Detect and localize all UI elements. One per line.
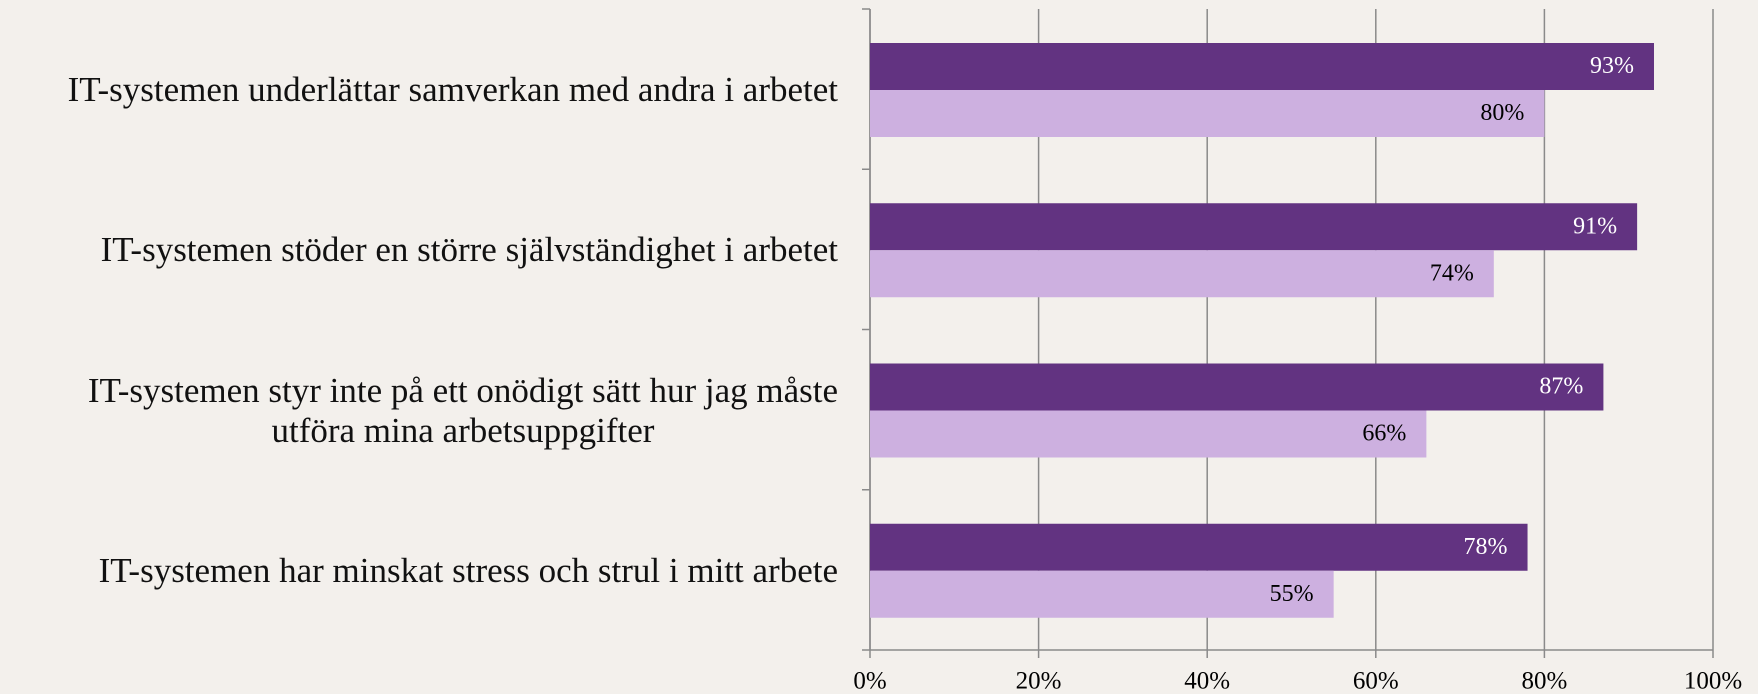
bar: [870, 250, 1494, 298]
value-label: 87%: [1539, 374, 1583, 400]
value-label: 74%: [1430, 260, 1474, 286]
x-tick-label: 20%: [1016, 668, 1062, 694]
bar: [870, 363, 1604, 411]
category-label: IT-systemen har minskat stress och strul…: [99, 551, 838, 591]
category-text: IT-systemen har minskat stress och strul…: [98, 550, 838, 590]
category-label: IT-systemen stöder en större självständi…: [101, 230, 838, 270]
bar: [870, 43, 1654, 90]
value-label: 55%: [1270, 581, 1314, 607]
category-text: IT-systemen underlättar samverkan med an…: [67, 70, 838, 109]
bar: [870, 410, 1427, 458]
value-label: 93%: [1590, 53, 1634, 79]
x-tick-label: 0%: [853, 668, 886, 694]
x-tick-label: 80%: [1521, 668, 1567, 694]
value-label: 66%: [1362, 421, 1406, 447]
value-label: 91%: [1573, 213, 1617, 239]
bar: [870, 203, 1638, 251]
x-tick-label: 100%: [1684, 668, 1742, 694]
x-tick-label: 60%: [1353, 668, 1399, 694]
value-label: 78%: [1464, 534, 1508, 560]
category-text: IT-systemen styr inte på ett onödigt sät…: [87, 370, 838, 450]
category-text: IT-systemen stöder en större självständi…: [100, 230, 838, 270]
bar: [870, 90, 1545, 137]
value-label: 80%: [1480, 100, 1524, 126]
bar: [870, 523, 1528, 571]
bar: [870, 570, 1334, 618]
category-label: IT-systemen styr inte på ett onödigt sät…: [88, 371, 838, 451]
category-label: IT-systemen underlättar samverkan med an…: [68, 70, 838, 110]
x-tick-label: 40%: [1184, 668, 1230, 694]
